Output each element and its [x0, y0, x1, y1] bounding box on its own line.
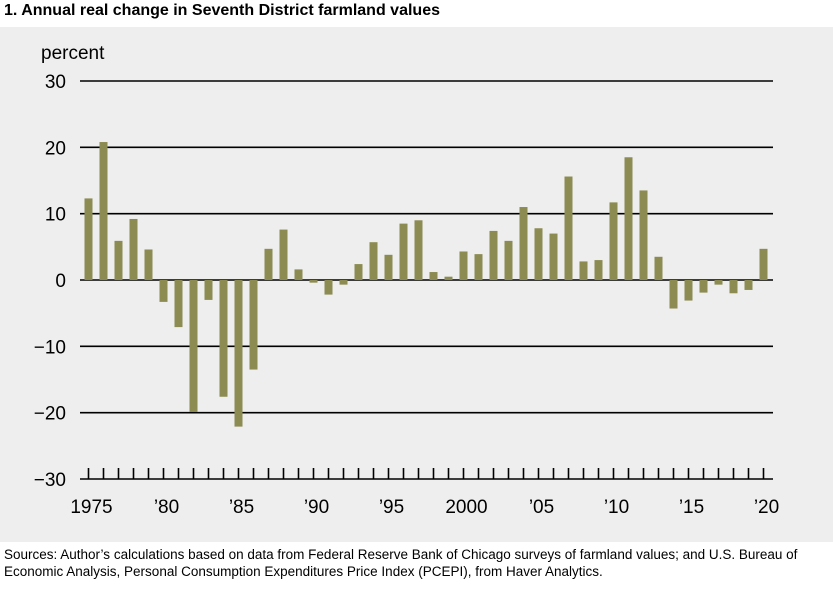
bar [129, 218, 138, 280]
chart-title: 1. Annual real change in Seventh Distric… [4, 2, 440, 19]
bar [324, 280, 333, 295]
bar [699, 280, 708, 293]
bar [744, 280, 753, 290]
chart-panel: percent 30 20 10 0 −10 −20 −30 1975 ’80 ’85 ’90 ’95… [0, 27, 833, 542]
y-tick-label: −30 [34, 470, 66, 491]
bar [309, 280, 318, 283]
bar [354, 264, 363, 280]
x-tick-label: ’15 [679, 497, 704, 518]
x-tick-label: ’05 [529, 497, 554, 518]
bar [219, 280, 228, 397]
bar [189, 280, 198, 413]
bar [534, 228, 543, 280]
bar [609, 202, 618, 280]
bar [204, 280, 213, 300]
bar [459, 251, 468, 280]
bar [639, 190, 648, 280]
y-axis-label: percent [41, 43, 105, 64]
x-tick-label: ’20 [754, 497, 779, 518]
x-tick-label: 1975 [70, 497, 112, 518]
bar [729, 280, 738, 294]
bar [444, 276, 453, 280]
bar [714, 280, 723, 285]
y-tick-label: 0 [55, 271, 66, 292]
source-note: Sources: Author’s calculations based on … [4, 547, 798, 579]
bar [114, 240, 123, 280]
bar [159, 280, 168, 302]
bar [249, 280, 258, 370]
bar [429, 272, 438, 280]
bar [234, 280, 243, 427]
bar [504, 240, 513, 280]
x-tick-label: ’90 [304, 497, 329, 518]
y-tick-label: −10 [34, 337, 66, 358]
bar [594, 260, 603, 280]
bar [84, 198, 93, 280]
bar [294, 269, 303, 280]
y-tick-label: 30 [45, 72, 66, 93]
bar [264, 248, 273, 280]
bar [549, 233, 558, 280]
y-tick-label: 20 [45, 138, 66, 159]
bar [369, 242, 378, 280]
x-tick-label: 2000 [445, 497, 487, 518]
bar [669, 280, 678, 309]
bar [654, 256, 663, 280]
bar [519, 207, 528, 280]
bar [399, 223, 408, 280]
bar [414, 220, 423, 280]
x-tick-label: ’80 [154, 497, 179, 518]
x-tick-label: ’10 [604, 497, 629, 518]
bar [339, 280, 348, 285]
bar [384, 254, 393, 280]
bar [579, 261, 588, 280]
bar [489, 230, 498, 280]
x-tick-label: ’95 [379, 497, 404, 518]
x-tick-label: ’85 [229, 497, 254, 518]
bar [144, 249, 153, 280]
bar [684, 280, 693, 301]
bar [624, 157, 633, 280]
bar [279, 229, 288, 280]
bar [474, 254, 483, 280]
bar [759, 248, 768, 280]
bar [174, 280, 183, 328]
bar [564, 176, 573, 280]
y-tick-label: 10 [45, 205, 66, 226]
y-tick-label: −20 [34, 404, 66, 425]
bar [99, 142, 108, 280]
